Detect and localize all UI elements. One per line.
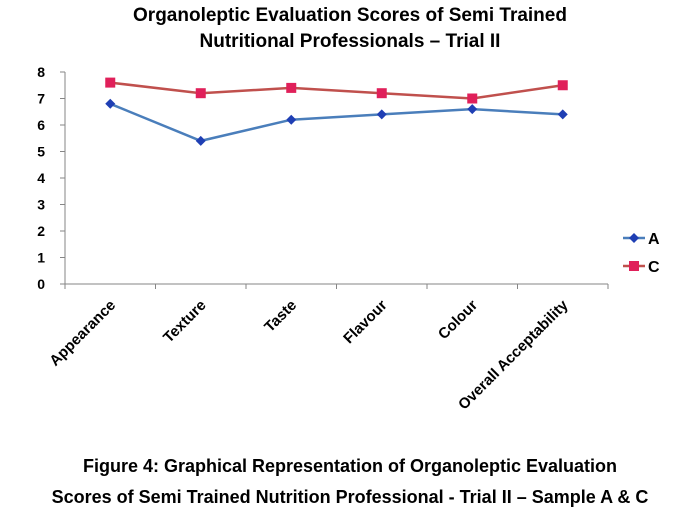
data-point bbox=[105, 98, 116, 109]
chart-legend: AC bbox=[623, 231, 660, 276]
chart-series bbox=[105, 77, 568, 146]
data-point bbox=[105, 77, 116, 88]
x-tick-label: Flavour bbox=[340, 297, 390, 347]
figure-caption-line-1: Figure 4: Graphical Representation of Or… bbox=[82, 456, 618, 476]
y-tick-label: 8 bbox=[37, 64, 45, 80]
series-line bbox=[109, 102, 563, 143]
series-c bbox=[105, 77, 568, 104]
data-point bbox=[557, 80, 568, 91]
y-tick-label: 5 bbox=[37, 144, 45, 160]
y-tick-label: 2 bbox=[37, 223, 45, 239]
x-tick-label: Texture bbox=[160, 297, 210, 347]
data-point bbox=[376, 109, 387, 120]
y-tick-label: 7 bbox=[37, 91, 45, 107]
legend-marker bbox=[629, 261, 639, 271]
data-point bbox=[286, 114, 297, 125]
data-point bbox=[467, 93, 478, 104]
chart-axes bbox=[64, 72, 608, 285]
y-tick-label: 6 bbox=[37, 117, 45, 133]
data-point bbox=[195, 88, 206, 99]
y-axis-ticks: 0 1 2 3 4 5 6 7 8 bbox=[37, 64, 65, 292]
data-point bbox=[195, 135, 206, 146]
legend-label: A bbox=[648, 231, 660, 248]
legend-label: C bbox=[648, 259, 660, 276]
y-tick-label: 1 bbox=[37, 250, 45, 266]
chart-title-line-2: Nutritional Professionals – Trial II bbox=[199, 31, 501, 52]
line-chart: 0 1 2 3 4 5 6 7 8 Appearance Texture Taste Flavour C… bbox=[37, 64, 660, 413]
series-line bbox=[110, 81, 563, 100]
data-point bbox=[467, 104, 478, 115]
data-point bbox=[286, 82, 297, 93]
series-a bbox=[105, 98, 568, 146]
data-point bbox=[376, 88, 387, 99]
x-tick-label: Appearance bbox=[46, 297, 119, 370]
data-point bbox=[557, 109, 568, 120]
y-tick-label: 4 bbox=[37, 170, 45, 186]
figure-caption-line-2: Scores of Semi Trained Nutrition Profess… bbox=[51, 487, 649, 507]
y-tick-label: 0 bbox=[37, 276, 45, 292]
x-axis-ticks: Appearance Texture Taste Flavour ColourOvera… bbox=[46, 284, 609, 413]
y-tick-label: 3 bbox=[37, 197, 45, 213]
chart-title-line-1: Organoleptic Evaluation Scores of Semi T… bbox=[133, 5, 567, 26]
x-tick-label: Taste bbox=[261, 297, 300, 336]
legend-marker bbox=[629, 233, 639, 243]
x-tick-label: Colour bbox=[435, 297, 481, 343]
